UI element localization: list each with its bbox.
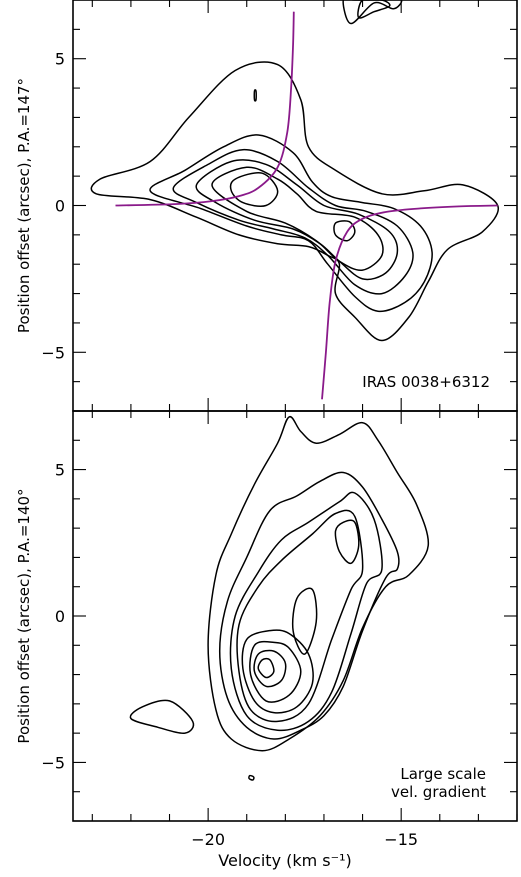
panel-annotation: Large scale: [400, 765, 486, 783]
panel-bottom: −5 0 5 −20 −15 Position offset (arcsec), P.A.…: [15, 410, 518, 849]
contour-layer: [90, 0, 500, 400]
panel-top: −5 0 5 Position offset (arcsec), P.A.=147° I…: [15, 0, 518, 412]
y-tick-label: 0: [55, 197, 65, 216]
y-axis-label: Position offset (arcsec), P.A.=147°: [15, 78, 33, 333]
contour-level-3: [236, 509, 364, 723]
contour-level-0: [90, 61, 500, 342]
fit-curve-1: [321, 204, 498, 400]
x-tick-label: −15: [384, 830, 418, 849]
y-axis-label: Position offset (arcsec), P.A.=140°: [15, 488, 33, 743]
contour-level-11: [248, 774, 255, 781]
contour-level-0: [207, 416, 430, 752]
y-tick-label: −5: [41, 753, 65, 772]
contour-level-1: [218, 471, 400, 740]
contour-level-6: [249, 640, 302, 703]
contour-level-1: [149, 134, 433, 313]
contour-level-10: [291, 587, 318, 655]
x-tick-label: −20: [191, 830, 225, 849]
y-tick-label: −5: [41, 343, 65, 362]
contour-level-5: [229, 172, 279, 207]
panel-annotation: vel. gradient: [391, 783, 486, 801]
contour-level-9: [253, 89, 257, 102]
contour-layer: [129, 416, 430, 781]
y-tick-label: 0: [55, 607, 65, 626]
contour-level-3: [195, 159, 399, 281]
shared-labels: Velocity (km s⁻¹): [218, 851, 351, 870]
x-axis-label: Velocity (km s⁻¹): [218, 851, 351, 870]
y-tick-label: 5: [55, 50, 65, 69]
contour-level-4: [334, 519, 360, 565]
contour-level-7: [342, 0, 403, 25]
fit-curve-0: [115, 11, 295, 207]
contour-level-5: [241, 629, 314, 714]
contour-level-2: [229, 491, 383, 732]
contour-level-8: [257, 657, 275, 679]
y-tick-label: 5: [55, 461, 65, 480]
plot-frame: [72, 410, 518, 822]
contour-level-2: [172, 148, 414, 295]
contour-level-4: [211, 166, 384, 271]
contour-level-7: [253, 649, 287, 688]
contour-level-8: [357, 0, 391, 19]
panel-annotation: IRAS 0038+6312: [362, 373, 490, 391]
contour-level-9: [129, 699, 195, 734]
contour-level-6: [333, 220, 356, 242]
